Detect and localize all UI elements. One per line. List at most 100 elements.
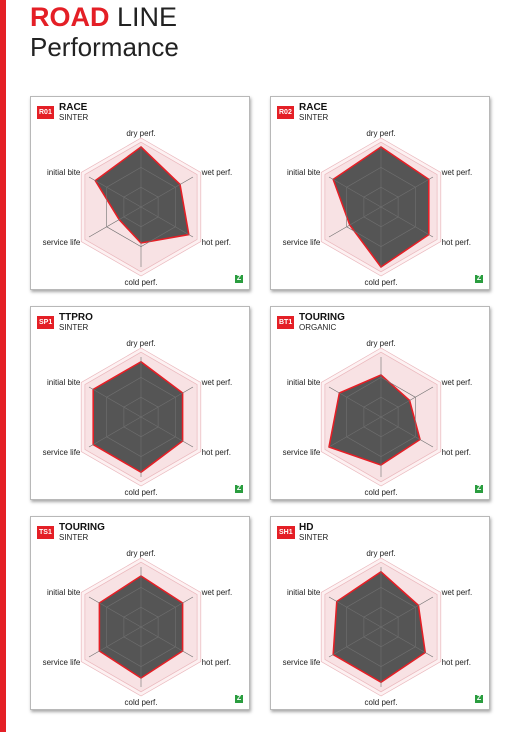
axis-label-hot-perf: hot perf.: [202, 238, 231, 247]
axis-label-dry-perf: dry perf.: [366, 549, 395, 558]
product-title: TTPRO: [59, 312, 93, 323]
radar-spoke: [328, 206, 382, 238]
radar-card-ts1: TS1 TOURING SINTER dry perf. wet perf. hot…: [30, 516, 250, 710]
axis-label-initial-bite: initial bite: [47, 168, 81, 177]
radar-spoke: [328, 596, 382, 628]
radar-card-r02: R02 RACE SINTER dry perf. wet perf. hot pe…: [270, 96, 490, 290]
accent-bar: [0, 0, 6, 732]
radar-spoke: [380, 416, 434, 448]
z-badge-icon: Z: [475, 485, 483, 493]
z-badge-icon: Z: [235, 695, 243, 703]
radar-chart: dry perf. wet perf. hot perf. cold perf. ser…: [43, 339, 233, 497]
title-line: LINE: [117, 2, 178, 32]
radar-spoke: [328, 386, 382, 418]
axis-label-initial-bite: initial bite: [287, 168, 321, 177]
radar-chart: dry perf. wet perf. hot perf. cold perf. ser…: [283, 549, 473, 707]
product-code-badge: TS1: [37, 526, 54, 539]
axis-label-cold-perf: cold perf.: [125, 698, 158, 707]
product-subtitle: SINTER: [299, 113, 329, 122]
axis-label-initial-bite: initial bite: [287, 588, 321, 597]
product-code-badge: R01: [37, 106, 54, 119]
product-subtitle: ORGANIC: [299, 323, 337, 332]
axis-label-dry-perf: dry perf.: [126, 339, 155, 348]
axis-label-dry-perf: dry perf.: [366, 129, 395, 138]
axis-label-hot-perf: hot perf.: [442, 658, 471, 667]
title-subtitle: Performance: [30, 32, 179, 62]
radar-card-sp1: SP1 TTPRO SINTER dry perf. wet perf. hot p…: [30, 306, 250, 500]
radar-spoke: [328, 176, 382, 208]
radar-spoke: [88, 596, 142, 628]
axis-label-wet-perf: wet perf.: [201, 378, 233, 387]
page-title: ROAD LINE Performance: [30, 2, 179, 62]
radar-spoke: [88, 386, 142, 418]
axis-label-cold-perf: cold perf.: [125, 488, 158, 497]
radar-spoke: [380, 596, 434, 628]
axis-label-wet-perf: wet perf.: [441, 378, 473, 387]
radar-spoke: [380, 626, 434, 658]
axis-label-initial-bite: initial bite: [47, 378, 81, 387]
radar-spoke: [140, 206, 194, 238]
axis-label-cold-perf: cold perf.: [365, 488, 398, 497]
radar-spoke: [88, 206, 142, 238]
product-code-badge: R02: [277, 106, 294, 119]
radar-card-bt1: BT1 TOURING ORGANIC dry perf. wet perf. ho…: [270, 306, 490, 500]
axis-label-wet-perf: wet perf.: [441, 588, 473, 597]
axis-label-initial-bite: initial bite: [47, 588, 81, 597]
radar-spoke: [140, 176, 194, 208]
product-code-badge: SP1: [37, 316, 55, 329]
radar-spoke: [88, 626, 142, 658]
radar-spoke: [140, 596, 194, 628]
axis-label-wet-perf: wet perf.: [201, 588, 233, 597]
axis-label-hot-perf: hot perf.: [442, 238, 471, 247]
product-subtitle: SINTER: [299, 533, 329, 542]
axis-label-service-life: service life: [43, 448, 81, 457]
product-title: RACE: [59, 102, 88, 113]
z-badge-icon: Z: [475, 275, 483, 283]
radar-spoke: [140, 386, 194, 418]
axis-label-cold-perf: cold perf.: [365, 278, 398, 287]
axis-label-service-life: service life: [283, 238, 321, 247]
axis-label-service-life: service life: [43, 658, 81, 667]
radar-chart: dry perf. wet perf. hot perf. cold perf. ser…: [43, 549, 233, 707]
axis-label-service-life: service life: [43, 238, 81, 247]
radar-card-r01: R01 RACE SINTER dry perf. wet perf. hot pe…: [30, 96, 250, 290]
product-subtitle: SINTER: [59, 323, 89, 332]
title-brand: ROAD: [30, 2, 110, 32]
axis-label-initial-bite: initial bite: [287, 378, 321, 387]
radar-chart: dry perf. wet perf. hot perf. cold perf. ser…: [283, 339, 473, 497]
z-badge-icon: Z: [235, 485, 243, 493]
axis-label-dry-perf: dry perf.: [366, 339, 395, 348]
axis-label-dry-perf: dry perf.: [126, 129, 155, 138]
axis-label-cold-perf: cold perf.: [125, 278, 158, 287]
product-title: TOURING: [59, 522, 105, 533]
axis-label-hot-perf: hot perf.: [202, 448, 231, 457]
axis-label-hot-perf: hot perf.: [202, 658, 231, 667]
radar-spoke: [88, 416, 142, 448]
radar-spoke: [380, 206, 434, 238]
radar-spoke: [328, 416, 382, 448]
radar-chart: dry perf. wet perf. hot perf. cold perf. ser…: [43, 129, 233, 287]
product-subtitle: SINTER: [59, 113, 89, 122]
axis-label-wet-perf: wet perf.: [441, 168, 473, 177]
axis-label-cold-perf: cold perf.: [365, 698, 398, 707]
radar-spoke: [380, 176, 434, 208]
z-badge-icon: Z: [235, 275, 243, 283]
z-badge-icon: Z: [475, 695, 483, 703]
product-code-badge: BT1: [277, 316, 295, 329]
radar-card-sh1: SH1 HD SINTER dry perf. wet perf. hot perf…: [270, 516, 490, 710]
axis-label-dry-perf: dry perf.: [126, 549, 155, 558]
axis-label-hot-perf: hot perf.: [442, 448, 471, 457]
product-code-badge: SH1: [277, 526, 295, 539]
product-title: TOURING: [299, 312, 345, 323]
radar-chart: dry perf. wet perf. hot perf. cold perf. ser…: [283, 129, 473, 287]
radar-spoke: [140, 416, 194, 448]
radar-spoke: [328, 626, 382, 658]
axis-label-wet-perf: wet perf.: [201, 168, 233, 177]
radar-spoke: [140, 626, 194, 658]
axis-label-service-life: service life: [283, 658, 321, 667]
product-title: RACE: [299, 102, 328, 113]
radar-spoke: [380, 386, 434, 418]
axis-label-service-life: service life: [283, 448, 321, 457]
radar-spoke: [88, 176, 142, 208]
product-subtitle: SINTER: [59, 533, 89, 542]
